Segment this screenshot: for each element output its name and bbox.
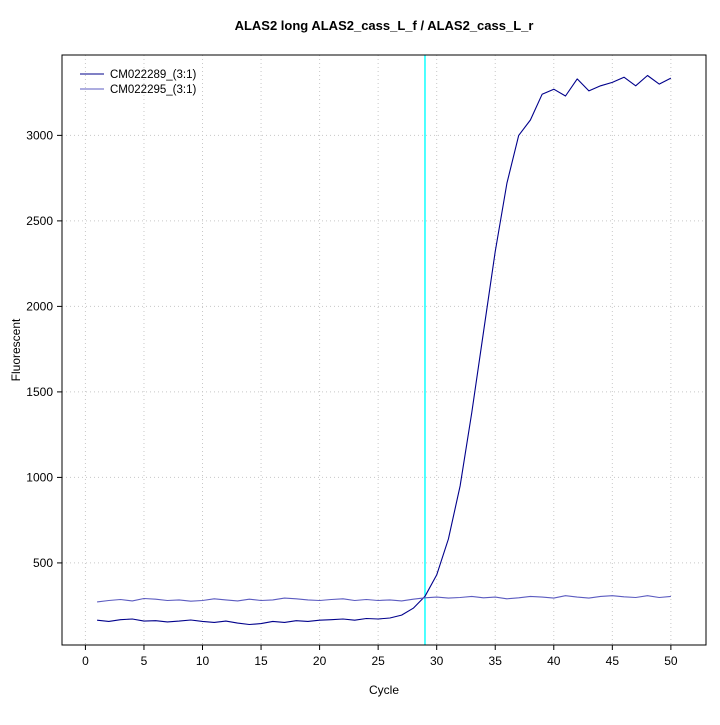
y-tick-label: 2000	[26, 299, 53, 313]
legend: CM022289_(3:1) CM022295_(3:1)	[80, 69, 196, 96]
legend-label: CM022295_(3:1)	[110, 84, 196, 96]
x-tick-label: 10	[196, 654, 210, 668]
series-layer	[97, 74, 672, 626]
chart-title: ALAS2 long ALAS2_cass_L_f / ALAS2_cass_L…	[235, 18, 534, 33]
plot-border	[61, 54, 707, 646]
x-tick-label: 15	[254, 654, 268, 668]
x-tick-label: 45	[606, 654, 620, 668]
x-tick-label: 30	[430, 654, 444, 668]
y-tick-label: 1000	[26, 470, 53, 484]
tick-layer: 0 5 10 15 20 25 30 35 40 45 50 500 1000 1500 2000 2500 3…	[26, 128, 678, 668]
x-tick-label: 40	[547, 654, 561, 668]
y-tick-label: 500	[33, 556, 53, 570]
grid-layer	[62, 55, 706, 645]
x-tick-label: 50	[664, 654, 678, 668]
plot-frame-layer	[61, 54, 707, 646]
x-tick-label: 0	[82, 654, 89, 668]
y-axis-label: Fluorescent	[9, 318, 23, 381]
x-tick-label: 35	[489, 654, 503, 668]
series-line	[97, 595, 671, 603]
x-tick-label: 20	[313, 654, 327, 668]
y-tick-label: 2500	[26, 214, 53, 228]
legend-label: CM022289_(3:1)	[110, 69, 196, 81]
series-line	[97, 74, 672, 626]
x-tick-label: 5	[141, 654, 148, 668]
y-tick-label: 3000	[26, 128, 53, 142]
x-axis-label: Cycle	[369, 683, 399, 697]
x-tick-label: 25	[371, 654, 385, 668]
y-tick-label: 1500	[26, 385, 53, 399]
